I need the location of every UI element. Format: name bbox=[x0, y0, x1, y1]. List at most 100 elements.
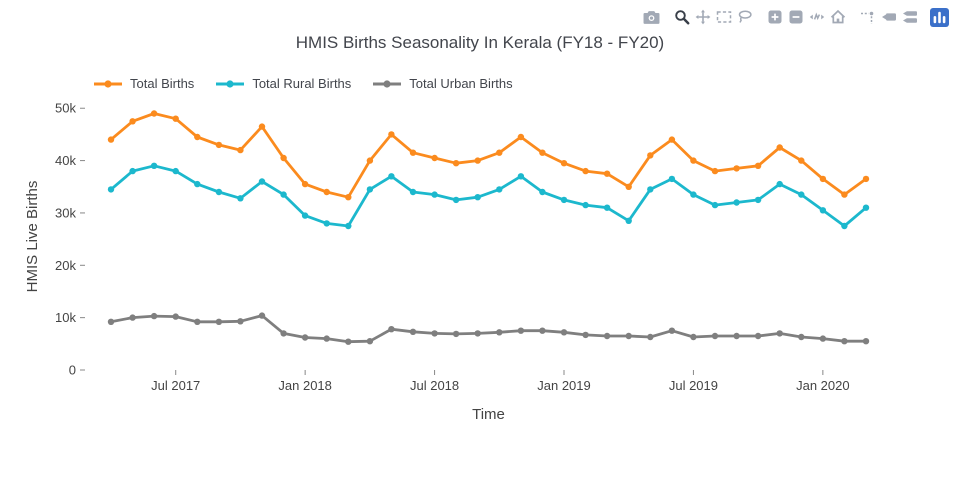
data-point[interactable] bbox=[172, 167, 179, 175]
data-point[interactable] bbox=[388, 326, 395, 333]
data-point[interactable] bbox=[129, 118, 136, 125]
data-point[interactable] bbox=[474, 157, 481, 164]
data-point[interactable] bbox=[841, 191, 848, 198]
series-line-total-rural-births[interactable] bbox=[109, 164, 868, 228]
data-point[interactable] bbox=[754, 162, 762, 169]
data-point[interactable] bbox=[819, 335, 827, 342]
data-point[interactable] bbox=[409, 328, 417, 335]
data-point[interactable] bbox=[625, 183, 632, 190]
camera-icon[interactable] bbox=[641, 7, 662, 27]
data-point[interactable] bbox=[841, 222, 848, 230]
data-point[interactable] bbox=[474, 194, 481, 201]
data-point[interactable] bbox=[409, 149, 417, 156]
data-point[interactable] bbox=[172, 115, 179, 122]
data-point[interactable] bbox=[323, 335, 330, 342]
hover-compare-icon[interactable] bbox=[899, 7, 920, 27]
data-point[interactable] bbox=[388, 173, 395, 180]
data-point[interactable] bbox=[366, 338, 374, 345]
data-point[interactable] bbox=[603, 204, 611, 211]
data-point[interactable] bbox=[280, 330, 287, 337]
hover-closest-icon[interactable] bbox=[878, 7, 899, 27]
data-point[interactable] bbox=[150, 312, 158, 320]
data-point[interactable] bbox=[107, 186, 115, 193]
zoom-icon[interactable] bbox=[671, 7, 692, 27]
data-point[interactable] bbox=[345, 194, 352, 201]
data-point[interactable] bbox=[452, 196, 460, 204]
data-point[interactable] bbox=[733, 165, 740, 172]
legend-item-total-urban-births[interactable]: Total Urban Births bbox=[371, 76, 513, 91]
data-point[interactable] bbox=[280, 154, 287, 162]
data-point[interactable] bbox=[819, 207, 827, 214]
data-point[interactable] bbox=[582, 331, 589, 339]
data-point[interactable] bbox=[560, 160, 568, 167]
data-point[interactable] bbox=[776, 180, 783, 188]
data-point[interactable] bbox=[560, 196, 568, 204]
data-point[interactable] bbox=[366, 186, 374, 193]
data-point[interactable] bbox=[798, 157, 805, 164]
data-point[interactable] bbox=[237, 318, 244, 325]
data-point[interactable] bbox=[496, 186, 503, 193]
data-point[interactable] bbox=[431, 154, 438, 162]
data-point[interactable] bbox=[841, 338, 848, 345]
data-point[interactable] bbox=[388, 131, 395, 138]
data-point[interactable] bbox=[798, 333, 805, 341]
data-point[interactable] bbox=[215, 141, 223, 149]
data-point[interactable] bbox=[711, 201, 719, 209]
data-point[interactable] bbox=[474, 330, 481, 337]
data-point[interactable] bbox=[517, 327, 525, 334]
data-point[interactable] bbox=[539, 327, 546, 334]
data-point[interactable] bbox=[323, 220, 330, 227]
data-point[interactable] bbox=[668, 136, 676, 143]
lasso-icon[interactable] bbox=[734, 7, 755, 27]
data-point[interactable] bbox=[647, 152, 654, 159]
data-point[interactable] bbox=[172, 313, 179, 320]
data-point[interactable] bbox=[711, 167, 719, 175]
data-point[interactable] bbox=[215, 318, 223, 325]
data-point[interactable] bbox=[560, 329, 568, 336]
data-point[interactable] bbox=[690, 191, 697, 198]
series-line-total-births[interactable] bbox=[109, 112, 868, 199]
reset-axes-icon[interactable] bbox=[827, 7, 848, 27]
legend-item-total-rural-births[interactable]: Total Rural Births bbox=[214, 76, 351, 91]
data-point[interactable] bbox=[194, 133, 201, 141]
data-point[interactable] bbox=[647, 333, 654, 341]
data-point[interactable] bbox=[345, 338, 352, 345]
data-point[interactable] bbox=[280, 191, 287, 198]
plotly-logo-icon[interactable] bbox=[929, 7, 950, 27]
data-point[interactable] bbox=[517, 133, 525, 141]
data-point[interactable] bbox=[776, 330, 783, 337]
data-point[interactable] bbox=[754, 332, 762, 340]
data-point[interactable] bbox=[409, 188, 417, 196]
zoom-in-icon[interactable] bbox=[764, 7, 785, 27]
data-point[interactable] bbox=[258, 178, 266, 185]
data-point[interactable] bbox=[776, 144, 783, 151]
data-point[interactable] bbox=[819, 175, 827, 183]
data-point[interactable] bbox=[107, 318, 115, 325]
data-point[interactable] bbox=[258, 312, 266, 319]
data-point[interactable] bbox=[150, 110, 158, 117]
data-point[interactable] bbox=[754, 196, 762, 204]
data-point[interactable] bbox=[862, 175, 870, 183]
data-point[interactable] bbox=[215, 188, 223, 196]
data-point[interactable] bbox=[539, 188, 546, 196]
data-point[interactable] bbox=[668, 175, 676, 183]
data-point[interactable] bbox=[366, 157, 374, 164]
data-point[interactable] bbox=[798, 191, 805, 198]
data-point[interactable] bbox=[625, 332, 632, 340]
data-point[interactable] bbox=[129, 314, 136, 321]
zoom-out-icon[interactable] bbox=[785, 7, 806, 27]
data-point[interactable] bbox=[345, 222, 352, 230]
data-point[interactable] bbox=[690, 157, 697, 164]
data-point[interactable] bbox=[496, 329, 503, 336]
data-point[interactable] bbox=[668, 327, 676, 334]
data-point[interactable] bbox=[690, 333, 697, 341]
data-point[interactable] bbox=[301, 212, 309, 219]
data-point[interactable] bbox=[625, 217, 632, 224]
data-point[interactable] bbox=[496, 149, 503, 156]
data-point[interactable] bbox=[194, 318, 201, 325]
box-select-icon[interactable] bbox=[713, 7, 734, 27]
data-point[interactable] bbox=[107, 136, 115, 143]
legend-item-total-births[interactable]: Total Births bbox=[92, 76, 194, 91]
data-point[interactable] bbox=[237, 195, 244, 202]
